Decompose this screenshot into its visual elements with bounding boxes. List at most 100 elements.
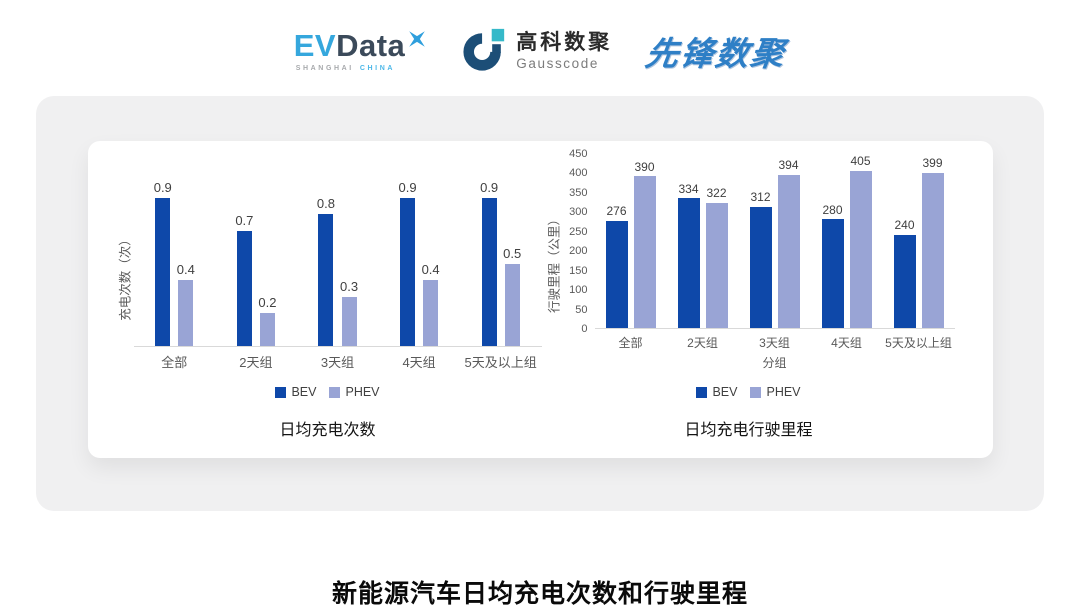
gausscode-mark-icon — [462, 26, 508, 77]
main-title: 新能源汽车日均充电次数和行驶里程 — [331, 580, 748, 608]
bar-group: 0.8 0.3 — [317, 196, 358, 346]
bev-bar — [605, 220, 628, 328]
bev-bar — [893, 234, 916, 328]
chart-daily-charging-times: 充电次数（次） 0.9 0.4 0.7 0.2 0.8 0.3 0.9 0.4 0.9 0.5 全部 2… — [114, 180, 542, 440]
bar-value-label: 0.3 — [339, 278, 359, 294]
bar-column: 390 — [633, 159, 656, 328]
bar-group: 312 394 — [749, 158, 800, 328]
bev-legend-swatch — [275, 386, 287, 398]
bar-column: 334 — [677, 181, 700, 328]
bar-group: 0.9 0.5 — [480, 180, 521, 346]
bar-column: 276 — [605, 204, 628, 328]
bev-bar — [318, 214, 334, 346]
bar-value-label: 0.9 — [153, 179, 172, 195]
plot-column: 276 390 334 322 312 394 280 405 240 399 全部 2天组 3天组 4天… — [594, 154, 955, 371]
category-label: 5天及以上组 — [464, 355, 537, 370]
evdata-shanghai-text: SHANGHAI — [295, 65, 354, 72]
legend-label: PHEV — [766, 385, 801, 399]
gausscode-english-name: Gausscode — [516, 55, 599, 71]
bar-value-label: 0.2 — [258, 295, 277, 311]
category-label: 全部 — [618, 336, 643, 350]
bar-group: 280 405 — [821, 154, 872, 328]
bar-column: 240 — [893, 218, 916, 328]
category-label: 5天及以上组 — [885, 336, 952, 350]
pioneer-data-logo: 先锋数聚 — [643, 35, 789, 72]
phev-bar — [178, 280, 194, 346]
bev-bar — [400, 197, 416, 346]
bar-group: 0.9 0.4 — [399, 180, 440, 346]
y-axis-label-text: 充电次数（次） — [118, 232, 132, 321]
bar-column: 0.4 — [422, 262, 440, 346]
bar-column: 0.4 — [177, 262, 195, 346]
y-tick-label: 100 — [569, 284, 588, 297]
category-label: 4天组 — [402, 355, 436, 370]
legend-item-bev: BEV — [696, 385, 737, 399]
category-label: 2天组 — [239, 355, 273, 370]
category-axis: 全部 2天组 3天组 4天组 5天及以上组 — [595, 334, 955, 351]
chart-body: 行驶里程（公里） 450 400 350 300 250 200 150 100 50 0 276 39… — [543, 149, 955, 371]
evdata-wordmark: EV Data — [294, 30, 429, 61]
bar-value-label: 334 — [678, 181, 699, 196]
evdata-subtitle: SHANGHAI CHINA — [294, 65, 429, 72]
y-axis-ticks: 450 400 350 300 250 200 150 100 50 0 — [563, 149, 595, 335]
gausscode-text: 高科数聚 Gausscode — [516, 31, 612, 70]
bar-column: 0.2 — [258, 295, 276, 346]
legend-item-phev: PHEV — [329, 385, 380, 399]
category-label: 3天组 — [759, 336, 790, 350]
y-tick-label: 0 — [581, 323, 588, 335]
bar-group: 240 399 — [893, 156, 944, 328]
bar-value-label: 405 — [850, 154, 871, 169]
legend: BEV PHEV — [543, 385, 955, 399]
bar-column: 0.8 — [317, 196, 335, 346]
bar-value-label: 394 — [778, 158, 799, 173]
bar-column: 0.3 — [340, 279, 358, 346]
legend-item-bev: BEV — [275, 385, 316, 399]
bev-bar — [481, 197, 497, 346]
bev-bar — [749, 206, 772, 328]
legend-item-phev: PHEV — [750, 385, 801, 399]
bar-value-label: 0.4 — [421, 262, 440, 278]
bev-bar — [821, 219, 844, 328]
bar-value-label: 276 — [606, 204, 627, 219]
bar-column: 0.9 — [399, 180, 417, 346]
bar-group: 0.9 0.4 — [154, 180, 195, 346]
gausscode-logo: 高科数聚 Gausscode — [462, 26, 612, 77]
y-tick-label: 400 — [569, 167, 588, 180]
evdata-star-icon — [406, 24, 428, 55]
bar-value-label: 0.4 — [176, 262, 195, 278]
phev-bar — [423, 280, 439, 346]
bar-column: 322 — [705, 186, 728, 328]
bar-column: 0.9 — [480, 180, 498, 346]
bar-column: 399 — [921, 156, 944, 328]
bar-group: 276 390 — [605, 159, 656, 328]
bar-value-label: 280 — [822, 202, 843, 217]
bar-value-label: 0.9 — [480, 179, 499, 195]
bar-value-label: 0.9 — [398, 179, 417, 195]
bar-column: 394 — [777, 158, 800, 328]
legend-label: PHEV — [345, 385, 380, 399]
bar-value-label: 322 — [706, 186, 727, 201]
phev-bar — [849, 170, 872, 328]
phev-bar — [341, 296, 357, 346]
phev-bar — [259, 313, 275, 346]
gausscode-chinese-name: 高科数聚 — [516, 31, 613, 55]
chart-title: 日均充电行驶里程 — [684, 422, 813, 439]
y-tick-label: 200 — [569, 245, 588, 258]
y-tick-label: 150 — [569, 264, 588, 277]
evdata-ev-text: EV — [293, 28, 337, 63]
category-label: 4天组 — [831, 336, 862, 350]
charts-card: 充电次数（次） 0.9 0.4 0.7 0.2 0.8 0.3 0.9 0.4 0.9 0.5 全部 2… — [87, 141, 993, 458]
category-axis: 全部 2天组 3天组 4天组 5天及以上组 — [134, 352, 542, 371]
evdata-logo: EV Data SHANGHAI CHINA — [294, 30, 429, 72]
bar-column: 280 — [821, 202, 844, 328]
legend-label: BEV — [291, 385, 317, 399]
evdata-china-text: CHINA — [359, 65, 396, 72]
y-tick-label: 50 — [575, 303, 588, 316]
y-axis-label: 充电次数（次） — [114, 182, 134, 371]
bar-value-label: 390 — [634, 159, 655, 174]
bar-value-label: 240 — [894, 218, 915, 233]
y-tick-label: 350 — [569, 186, 588, 199]
x-axis-label: 分组 — [762, 356, 787, 370]
plot-area: 0.9 0.4 0.7 0.2 0.8 0.3 0.9 0.4 0.9 0.5 — [133, 180, 542, 347]
bar-group: 0.7 0.2 — [235, 213, 276, 346]
